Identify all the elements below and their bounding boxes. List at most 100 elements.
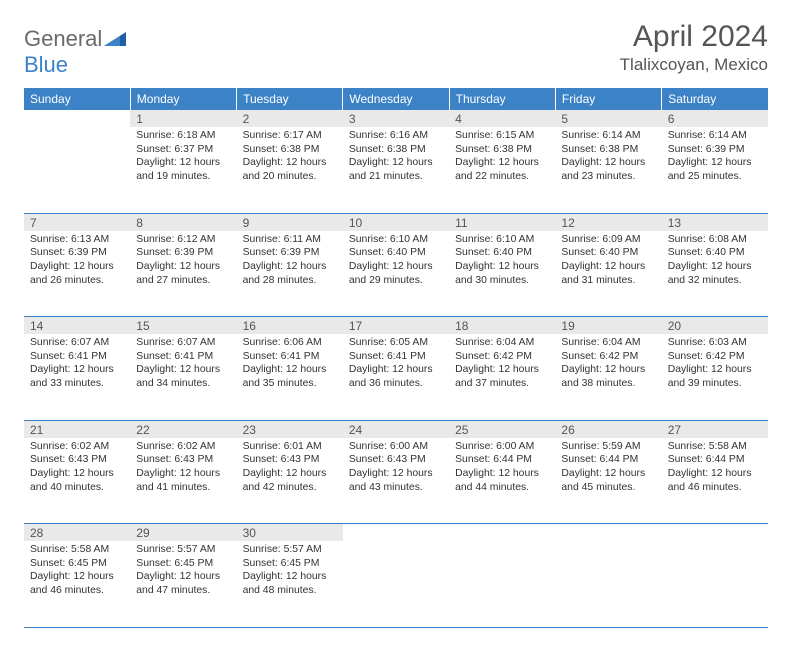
day-cell [449, 541, 555, 627]
day-line-ss: Sunset: 6:39 PM [243, 246, 337, 260]
day-content: Sunrise: 6:08 AMSunset: 6:40 PMDaylight:… [662, 231, 768, 292]
day-cell: Sunrise: 6:07 AMSunset: 6:41 PMDaylight:… [130, 334, 236, 420]
weekday-header: Saturday [662, 88, 768, 110]
day-line-d2: and 22 minutes. [455, 170, 549, 184]
day-content: Sunrise: 5:57 AMSunset: 6:45 PMDaylight:… [237, 541, 343, 602]
day-number-cell: 1 [130, 110, 236, 127]
day-line-ss: Sunset: 6:41 PM [30, 350, 124, 364]
location-label: Tlalixcoyan, Mexico [620, 55, 768, 75]
day-number-cell: 11 [449, 213, 555, 231]
day-cell: Sunrise: 6:04 AMSunset: 6:42 PMDaylight:… [555, 334, 661, 420]
day-content: Sunrise: 6:03 AMSunset: 6:42 PMDaylight:… [662, 334, 768, 395]
day-line-ss: Sunset: 6:40 PM [561, 246, 655, 260]
day-content: Sunrise: 5:57 AMSunset: 6:45 PMDaylight:… [130, 541, 236, 602]
day-line-sr: Sunrise: 6:12 AM [136, 233, 230, 247]
day-line-ss: Sunset: 6:38 PM [349, 143, 443, 157]
day-cell: Sunrise: 6:02 AMSunset: 6:43 PMDaylight:… [24, 438, 130, 524]
day-line-d1: Daylight: 12 hours [349, 363, 443, 377]
day-line-d2: and 37 minutes. [455, 377, 549, 391]
day-cell: Sunrise: 6:08 AMSunset: 6:40 PMDaylight:… [662, 231, 768, 317]
day-line-d2: and 39 minutes. [668, 377, 762, 391]
day-line-ss: Sunset: 6:45 PM [30, 557, 124, 571]
day-cell: Sunrise: 5:59 AMSunset: 6:44 PMDaylight:… [555, 438, 661, 524]
day-line-sr: Sunrise: 6:03 AM [668, 336, 762, 350]
day-number-cell: 21 [24, 420, 130, 438]
day-line-d1: Daylight: 12 hours [30, 570, 124, 584]
weekday-header: Friday [555, 88, 661, 110]
day-line-sr: Sunrise: 6:00 AM [349, 440, 443, 454]
day-number-row: 14151617181920 [24, 317, 768, 335]
header: GeneralBlue April 2024 Tlalixcoyan, Mexi… [24, 20, 768, 78]
day-number-row: 123456 [24, 110, 768, 127]
day-number-cell: 24 [343, 420, 449, 438]
day-line-d1: Daylight: 12 hours [668, 467, 762, 481]
day-cell: Sunrise: 6:03 AMSunset: 6:42 PMDaylight:… [662, 334, 768, 420]
day-content: Sunrise: 6:04 AMSunset: 6:42 PMDaylight:… [449, 334, 555, 395]
day-number-cell: 18 [449, 317, 555, 335]
day-line-sr: Sunrise: 6:02 AM [136, 440, 230, 454]
day-cell: Sunrise: 6:10 AMSunset: 6:40 PMDaylight:… [343, 231, 449, 317]
day-line-ss: Sunset: 6:41 PM [349, 350, 443, 364]
day-number-cell [555, 524, 661, 542]
day-line-d1: Daylight: 12 hours [668, 363, 762, 377]
day-line-sr: Sunrise: 6:00 AM [455, 440, 549, 454]
day-content: Sunrise: 6:02 AMSunset: 6:43 PMDaylight:… [130, 438, 236, 499]
day-number-cell: 9 [237, 213, 343, 231]
day-line-d2: and 41 minutes. [136, 481, 230, 495]
day-cell: Sunrise: 5:58 AMSunset: 6:44 PMDaylight:… [662, 438, 768, 524]
day-cell: Sunrise: 6:14 AMSunset: 6:38 PMDaylight:… [555, 127, 661, 213]
day-line-d1: Daylight: 12 hours [349, 260, 443, 274]
day-line-sr: Sunrise: 6:11 AM [243, 233, 337, 247]
day-number-cell [24, 110, 130, 127]
day-cell: Sunrise: 6:13 AMSunset: 6:39 PMDaylight:… [24, 231, 130, 317]
day-cell: Sunrise: 6:02 AMSunset: 6:43 PMDaylight:… [130, 438, 236, 524]
day-line-ss: Sunset: 6:45 PM [243, 557, 337, 571]
day-content: Sunrise: 6:07 AMSunset: 6:41 PMDaylight:… [130, 334, 236, 395]
day-number-cell: 29 [130, 524, 236, 542]
day-line-ss: Sunset: 6:42 PM [561, 350, 655, 364]
day-line-d2: and 46 minutes. [668, 481, 762, 495]
day-line-sr: Sunrise: 6:08 AM [668, 233, 762, 247]
weekday-header: Tuesday [237, 88, 343, 110]
day-number-cell: 10 [343, 213, 449, 231]
day-line-sr: Sunrise: 6:09 AM [561, 233, 655, 247]
day-number-row: 282930 [24, 524, 768, 542]
day-content-row: Sunrise: 5:58 AMSunset: 6:45 PMDaylight:… [24, 541, 768, 627]
day-number-cell: 19 [555, 317, 661, 335]
day-number-cell: 15 [130, 317, 236, 335]
day-line-sr: Sunrise: 6:07 AM [136, 336, 230, 350]
day-content: Sunrise: 6:07 AMSunset: 6:41 PMDaylight:… [24, 334, 130, 395]
day-line-d2: and 19 minutes. [136, 170, 230, 184]
day-content: Sunrise: 6:00 AMSunset: 6:44 PMDaylight:… [449, 438, 555, 499]
day-line-d2: and 38 minutes. [561, 377, 655, 391]
day-line-sr: Sunrise: 6:14 AM [668, 129, 762, 143]
day-cell [343, 541, 449, 627]
day-line-d2: and 21 minutes. [349, 170, 443, 184]
day-line-ss: Sunset: 6:44 PM [561, 453, 655, 467]
day-cell: Sunrise: 6:16 AMSunset: 6:38 PMDaylight:… [343, 127, 449, 213]
day-line-sr: Sunrise: 6:05 AM [349, 336, 443, 350]
calendar-table: SundayMondayTuesdayWednesdayThursdayFrid… [24, 88, 768, 628]
day-number-cell: 25 [449, 420, 555, 438]
day-number-cell: 6 [662, 110, 768, 127]
day-line-d2: and 35 minutes. [243, 377, 337, 391]
day-line-ss: Sunset: 6:38 PM [243, 143, 337, 157]
day-cell: Sunrise: 6:00 AMSunset: 6:44 PMDaylight:… [449, 438, 555, 524]
day-line-ss: Sunset: 6:39 PM [30, 246, 124, 260]
month-title: April 2024 [620, 20, 768, 54]
day-number-cell: 7 [24, 213, 130, 231]
day-line-d1: Daylight: 12 hours [349, 156, 443, 170]
weekday-header: Wednesday [343, 88, 449, 110]
day-line-ss: Sunset: 6:44 PM [668, 453, 762, 467]
day-line-sr: Sunrise: 6:16 AM [349, 129, 443, 143]
day-line-sr: Sunrise: 6:04 AM [561, 336, 655, 350]
day-line-d2: and 46 minutes. [30, 584, 124, 598]
day-line-d2: and 43 minutes. [349, 481, 443, 495]
day-cell: Sunrise: 6:07 AMSunset: 6:41 PMDaylight:… [24, 334, 130, 420]
day-number-cell: 8 [130, 213, 236, 231]
day-line-ss: Sunset: 6:43 PM [243, 453, 337, 467]
day-line-sr: Sunrise: 6:02 AM [30, 440, 124, 454]
day-content-row: Sunrise: 6:18 AMSunset: 6:37 PMDaylight:… [24, 127, 768, 213]
day-line-sr: Sunrise: 6:01 AM [243, 440, 337, 454]
day-line-d2: and 31 minutes. [561, 274, 655, 288]
